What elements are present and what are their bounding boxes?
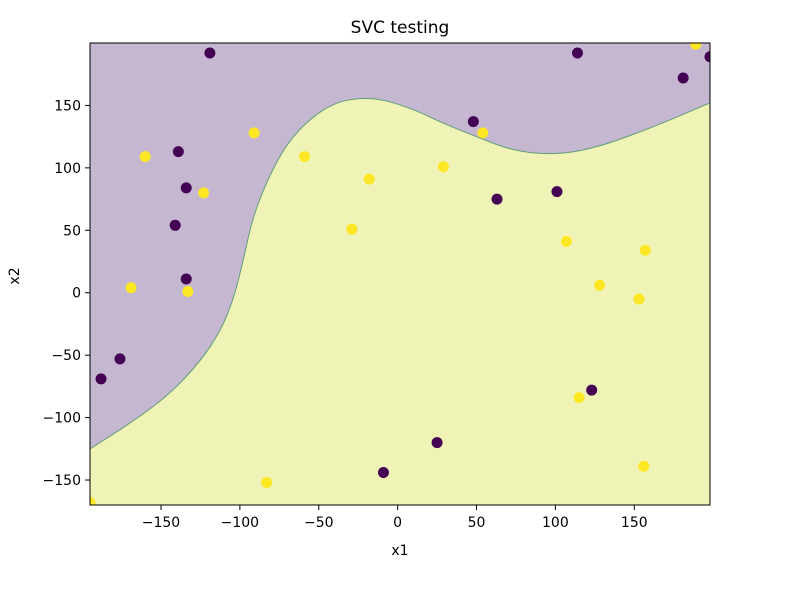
decision-boundary [90,97,710,450]
data-point-class-1 [639,244,651,256]
y-tick-label: 100 [54,161,81,177]
data-point-class-0 [204,47,216,59]
class-1-region [90,98,710,505]
y-tick-label: −50 [51,348,81,364]
points-layer [90,43,710,505]
data-point-class-0 [431,437,443,449]
x-tick-label: −150 [142,515,180,531]
x-tick-label: 100 [542,515,569,531]
data-point-class-1 [248,127,260,139]
data-point-class-1 [560,236,572,248]
data-point-class-1 [633,293,645,305]
data-point-class-1 [437,161,449,173]
data-point-class-1 [638,460,650,472]
x-axis: −150 −100 −50 0 50 100 150 [142,505,648,531]
y-tick-label: 150 [54,98,81,114]
x-axis-label: x1 [391,543,408,559]
data-point-class-0 [551,186,563,198]
y-tick-label: −100 [43,411,81,427]
x-tick-label: 0 [393,515,402,531]
data-point-class-1 [573,392,585,404]
y-tick-label: 50 [63,223,81,239]
x-tick-label: 50 [468,515,486,531]
data-point-class-0 [571,47,583,59]
data-point-class-0 [180,182,192,194]
data-point-class-1 [90,497,96,505]
chart-title: SVC testing [351,18,450,38]
data-point-class-1 [594,279,606,291]
data-point-class-0 [95,373,107,385]
data-point-class-0 [467,116,479,128]
data-point-class-1 [346,223,358,235]
plot-area [89,42,711,506]
data-point-class-0 [586,384,598,396]
data-point-class-1 [363,173,375,185]
y-axis-label: x2 [7,267,23,284]
y-axis: −150 −100 −50 0 50 100 150 [43,98,90,489]
data-point-class-0 [180,273,192,285]
data-point-class-0 [704,51,710,63]
y-tick-label: −150 [43,473,81,489]
x-tick-label: −100 [221,515,259,531]
data-point-class-1 [299,151,311,163]
data-point-class-1 [477,127,489,139]
data-point-class-0 [114,353,126,365]
data-point-class-1 [139,151,151,163]
y-tick-label: 0 [72,286,81,302]
data-point-class-1 [182,285,194,297]
data-point-class-1 [125,282,137,294]
data-point-class-1 [690,43,702,50]
data-point-class-0 [169,219,181,231]
data-point-class-0 [491,193,503,205]
plot-frame [89,42,711,506]
data-point-class-0 [377,467,389,479]
x-tick-label: 150 [621,515,648,531]
x-tick-label: −50 [304,515,334,531]
data-point-class-1 [261,477,273,489]
data-point-class-1 [198,187,210,199]
data-point-class-0 [172,146,184,158]
data-point-class-0 [677,72,689,84]
